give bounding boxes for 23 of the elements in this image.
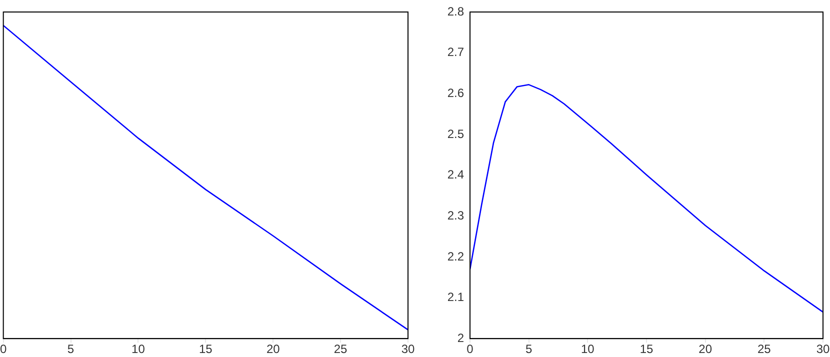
x-tick-label: 30 [401, 342, 415, 356]
y-tick-label: 2.1 [447, 290, 464, 304]
x-tick-label: 10 [132, 342, 146, 356]
x-tick-label: 0 [0, 342, 7, 356]
x-tick-label: 0 [466, 342, 474, 356]
x-tick-label: 25 [757, 342, 772, 356]
y-tick-label: 2.8 [447, 4, 464, 18]
x-tick-label: 25 [334, 342, 348, 356]
y-tick-label: 2.3 [447, 208, 464, 222]
x-tick-label: 30 [816, 342, 830, 356]
y-tick-label: 2.2 [447, 249, 464, 264]
x-tick-label: 15 [198, 342, 213, 356]
y-tick-label: 2.7 [447, 45, 464, 60]
x-tick-label: 10 [580, 342, 595, 356]
y-tick-label: 2.4 [447, 168, 464, 182]
y-tick-label: 2.6 [447, 86, 464, 100]
x-tick-label: 5 [67, 342, 74, 356]
y-tick-label: 2.5 [447, 126, 464, 141]
x-tick-label: 5 [525, 342, 532, 356]
x-tick-label: 20 [698, 342, 712, 356]
x-tick-label: 15 [640, 342, 654, 356]
x-tick-label: 20 [266, 342, 280, 356]
y-tick-label: 2 [457, 330, 464, 345]
